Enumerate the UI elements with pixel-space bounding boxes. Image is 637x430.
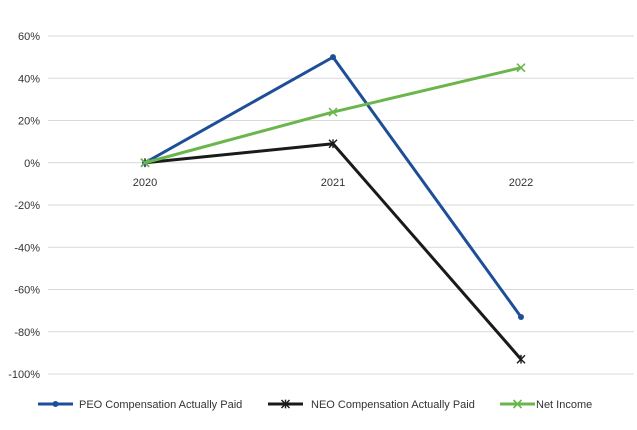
y-tick-label: 40% (18, 73, 40, 85)
x-tick-label: 2022 (509, 177, 533, 189)
star-marker (281, 399, 290, 409)
series-lines (140, 54, 526, 364)
legend-label: PEO Compensation Actually Paid (79, 399, 242, 411)
y-tick-label: -60% (14, 285, 40, 297)
x-tick-label: 2021 (321, 177, 345, 189)
star-marker (328, 139, 338, 149)
gridlines (48, 35, 634, 375)
legend-item: PEO Compensation Actually Paid (38, 399, 242, 411)
y-tick-label: -80% (14, 327, 40, 339)
y-tick-label: 0% (24, 158, 40, 170)
legend-item: NEO Compensation Actually Paid (268, 399, 475, 411)
circle-marker (52, 401, 59, 407)
x-marker (516, 63, 526, 73)
y-tick-label: -40% (14, 242, 40, 254)
x-marker (512, 399, 523, 409)
legend: PEO Compensation Actually Paid NEO Compen… (38, 399, 592, 411)
y-tick-label: -100% (8, 369, 40, 381)
x-marker (328, 107, 338, 117)
y-tick-label: -20% (14, 200, 40, 212)
x-marker (140, 158, 150, 168)
x-tick-label: 2020 (133, 177, 157, 189)
y-tick-label: 20% (18, 116, 40, 128)
legend-label: NEO Compensation Actually Paid (311, 399, 475, 411)
legend-label: Net Income (536, 399, 592, 411)
x-axis-tick-labels: 2020 2021 2022 (133, 177, 533, 189)
legend-item: Net Income (500, 399, 592, 411)
series-line (144, 66, 522, 165)
circle-marker (330, 54, 336, 61)
star-marker (516, 354, 526, 364)
circle-marker (518, 313, 524, 320)
y-tick-label: 60% (18, 31, 40, 43)
y-axis-tick-labels: 60% 40% 20% 0% -20% -40% -60% -80% -100% (8, 31, 40, 381)
